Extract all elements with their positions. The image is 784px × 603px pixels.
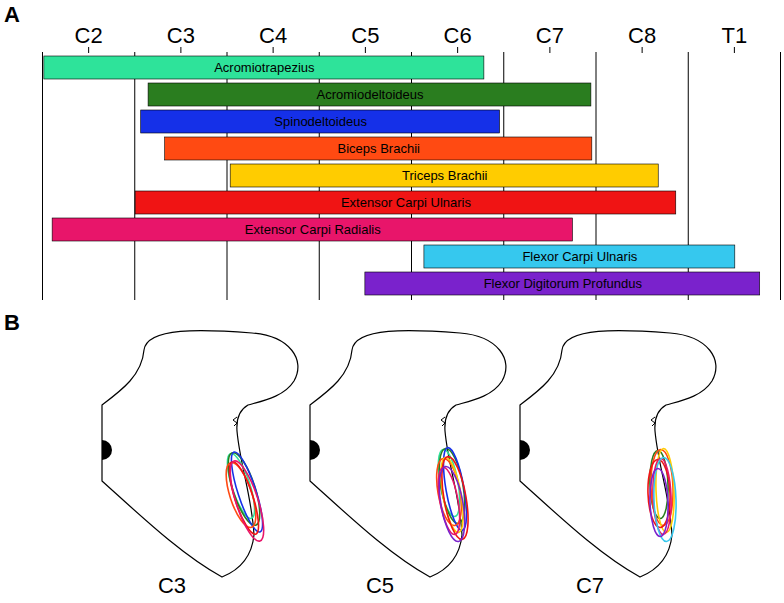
svg-text:C3: C3 (167, 23, 195, 48)
svg-text:C8: C8 (628, 23, 656, 48)
svg-text:Spinodeltoideus: Spinodeltoideus (274, 114, 367, 129)
svg-text:Acromiotrapezius: Acromiotrapezius (214, 60, 315, 75)
svg-text:C5: C5 (366, 573, 394, 598)
svg-text:Flexor Carpi Ulnaris: Flexor Carpi Ulnaris (522, 249, 637, 264)
svg-text:Biceps Brachii: Biceps Brachii (338, 141, 420, 156)
svg-text:C4: C4 (259, 23, 287, 48)
svg-text:C2: C2 (75, 23, 103, 48)
svg-text:T1: T1 (722, 23, 748, 48)
svg-text:Acromiodeltoideus: Acromiodeltoideus (317, 87, 424, 102)
svg-text:Extensor Carpi Ulnaris: Extensor Carpi Ulnaris (341, 195, 472, 210)
svg-text:C7: C7 (536, 23, 564, 48)
svg-text:Extensor Carpi Radialis: Extensor Carpi Radialis (245, 222, 381, 237)
svg-text:C5: C5 (351, 23, 379, 48)
html-text:A: A (4, 2, 20, 27)
svg-text:Flexor Digitorum Profundus: Flexor Digitorum Profundus (484, 276, 643, 291)
svg-text:Triceps Brachii: Triceps Brachii (402, 168, 488, 183)
svg-text:C7: C7 (576, 573, 604, 598)
html-text:B: B (4, 310, 20, 335)
svg-text:C3: C3 (158, 573, 186, 598)
svg-text:C6: C6 (444, 23, 472, 48)
